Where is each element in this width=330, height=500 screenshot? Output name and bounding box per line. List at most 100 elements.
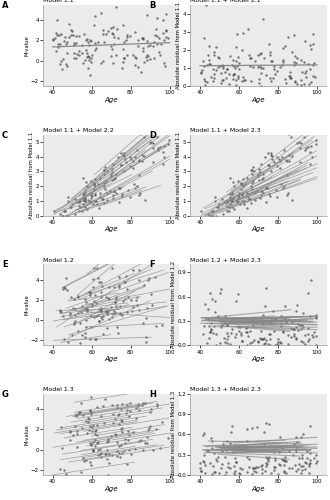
Point	[286, 340, 291, 348]
Point	[292, 461, 297, 469]
Point	[212, 448, 217, 456]
Point	[299, 124, 305, 132]
Point	[125, 427, 131, 435]
Point	[119, 428, 124, 436]
Point	[95, 274, 100, 282]
Point	[286, 130, 291, 138]
Point	[145, 255, 150, 263]
Point	[219, 195, 225, 203]
Point	[260, 320, 266, 328]
Point	[92, 190, 97, 198]
Point	[230, 178, 236, 186]
Point	[64, 38, 70, 46]
Point	[129, 307, 135, 315]
Point	[221, 319, 226, 327]
Point	[131, 266, 136, 274]
Point	[139, 401, 145, 409]
Point	[249, 170, 254, 177]
Point	[233, 470, 238, 478]
Point	[132, 152, 138, 160]
Point	[116, 184, 121, 192]
Point	[151, 140, 156, 147]
Point	[270, 156, 275, 164]
Point	[224, 65, 229, 73]
Point	[210, 206, 215, 214]
Point	[281, 456, 286, 464]
Point	[302, 465, 307, 473]
Point	[57, 466, 62, 473]
Point	[160, 321, 165, 329]
Point	[72, 320, 77, 328]
Point	[80, 193, 85, 201]
Point	[72, 39, 77, 47]
Point	[255, 338, 261, 345]
Point	[90, 438, 96, 446]
Point	[65, 197, 70, 205]
Point	[298, 140, 303, 147]
Point	[249, 166, 254, 174]
Point	[103, 394, 108, 402]
Point	[313, 74, 318, 82]
Point	[105, 435, 111, 443]
Point	[269, 150, 274, 158]
Point	[68, 428, 73, 436]
Point	[203, 462, 208, 469]
Point	[75, 198, 80, 206]
Point	[148, 290, 153, 298]
Point	[245, 324, 250, 332]
Point	[240, 191, 245, 199]
Point	[160, 16, 166, 24]
Point	[235, 74, 241, 82]
Point	[113, 174, 118, 182]
Point	[105, 26, 111, 34]
Point	[149, 258, 155, 266]
Point	[80, 196, 85, 204]
Point	[275, 340, 280, 348]
Point	[310, 114, 315, 122]
Point	[65, 192, 71, 200]
Point	[62, 284, 68, 292]
Point	[84, 182, 90, 190]
Point	[84, 53, 89, 61]
Point	[213, 297, 218, 305]
Point	[91, 180, 96, 188]
Point	[296, 320, 301, 328]
Point	[85, 418, 91, 426]
Point	[243, 76, 248, 84]
Point	[102, 166, 107, 174]
Point	[135, 62, 141, 70]
Point	[235, 290, 241, 298]
Point	[269, 57, 274, 65]
Point	[148, 406, 153, 413]
Point	[244, 468, 249, 476]
Point	[106, 438, 111, 446]
Point	[95, 180, 100, 188]
Point	[113, 302, 118, 310]
Point	[198, 458, 203, 466]
Point	[89, 192, 95, 200]
Point	[280, 328, 285, 336]
Point	[225, 437, 230, 445]
Point	[306, 330, 311, 338]
Point	[252, 464, 257, 472]
Point	[100, 254, 106, 262]
Point	[258, 160, 263, 168]
Point	[307, 456, 312, 464]
Point	[103, 163, 108, 171]
Point	[224, 65, 229, 73]
Point	[205, 305, 211, 313]
Point	[282, 182, 287, 190]
Point	[235, 191, 241, 199]
Point	[300, 466, 305, 474]
Point	[283, 302, 288, 310]
Point	[307, 312, 312, 320]
Point	[252, 190, 257, 198]
Point	[92, 180, 97, 188]
Point	[151, 236, 157, 244]
Point	[240, 182, 245, 190]
Point	[99, 58, 104, 66]
Point	[272, 456, 278, 464]
Point	[85, 306, 90, 314]
Y-axis label: M-value: M-value	[24, 424, 29, 445]
Point	[236, 327, 242, 335]
